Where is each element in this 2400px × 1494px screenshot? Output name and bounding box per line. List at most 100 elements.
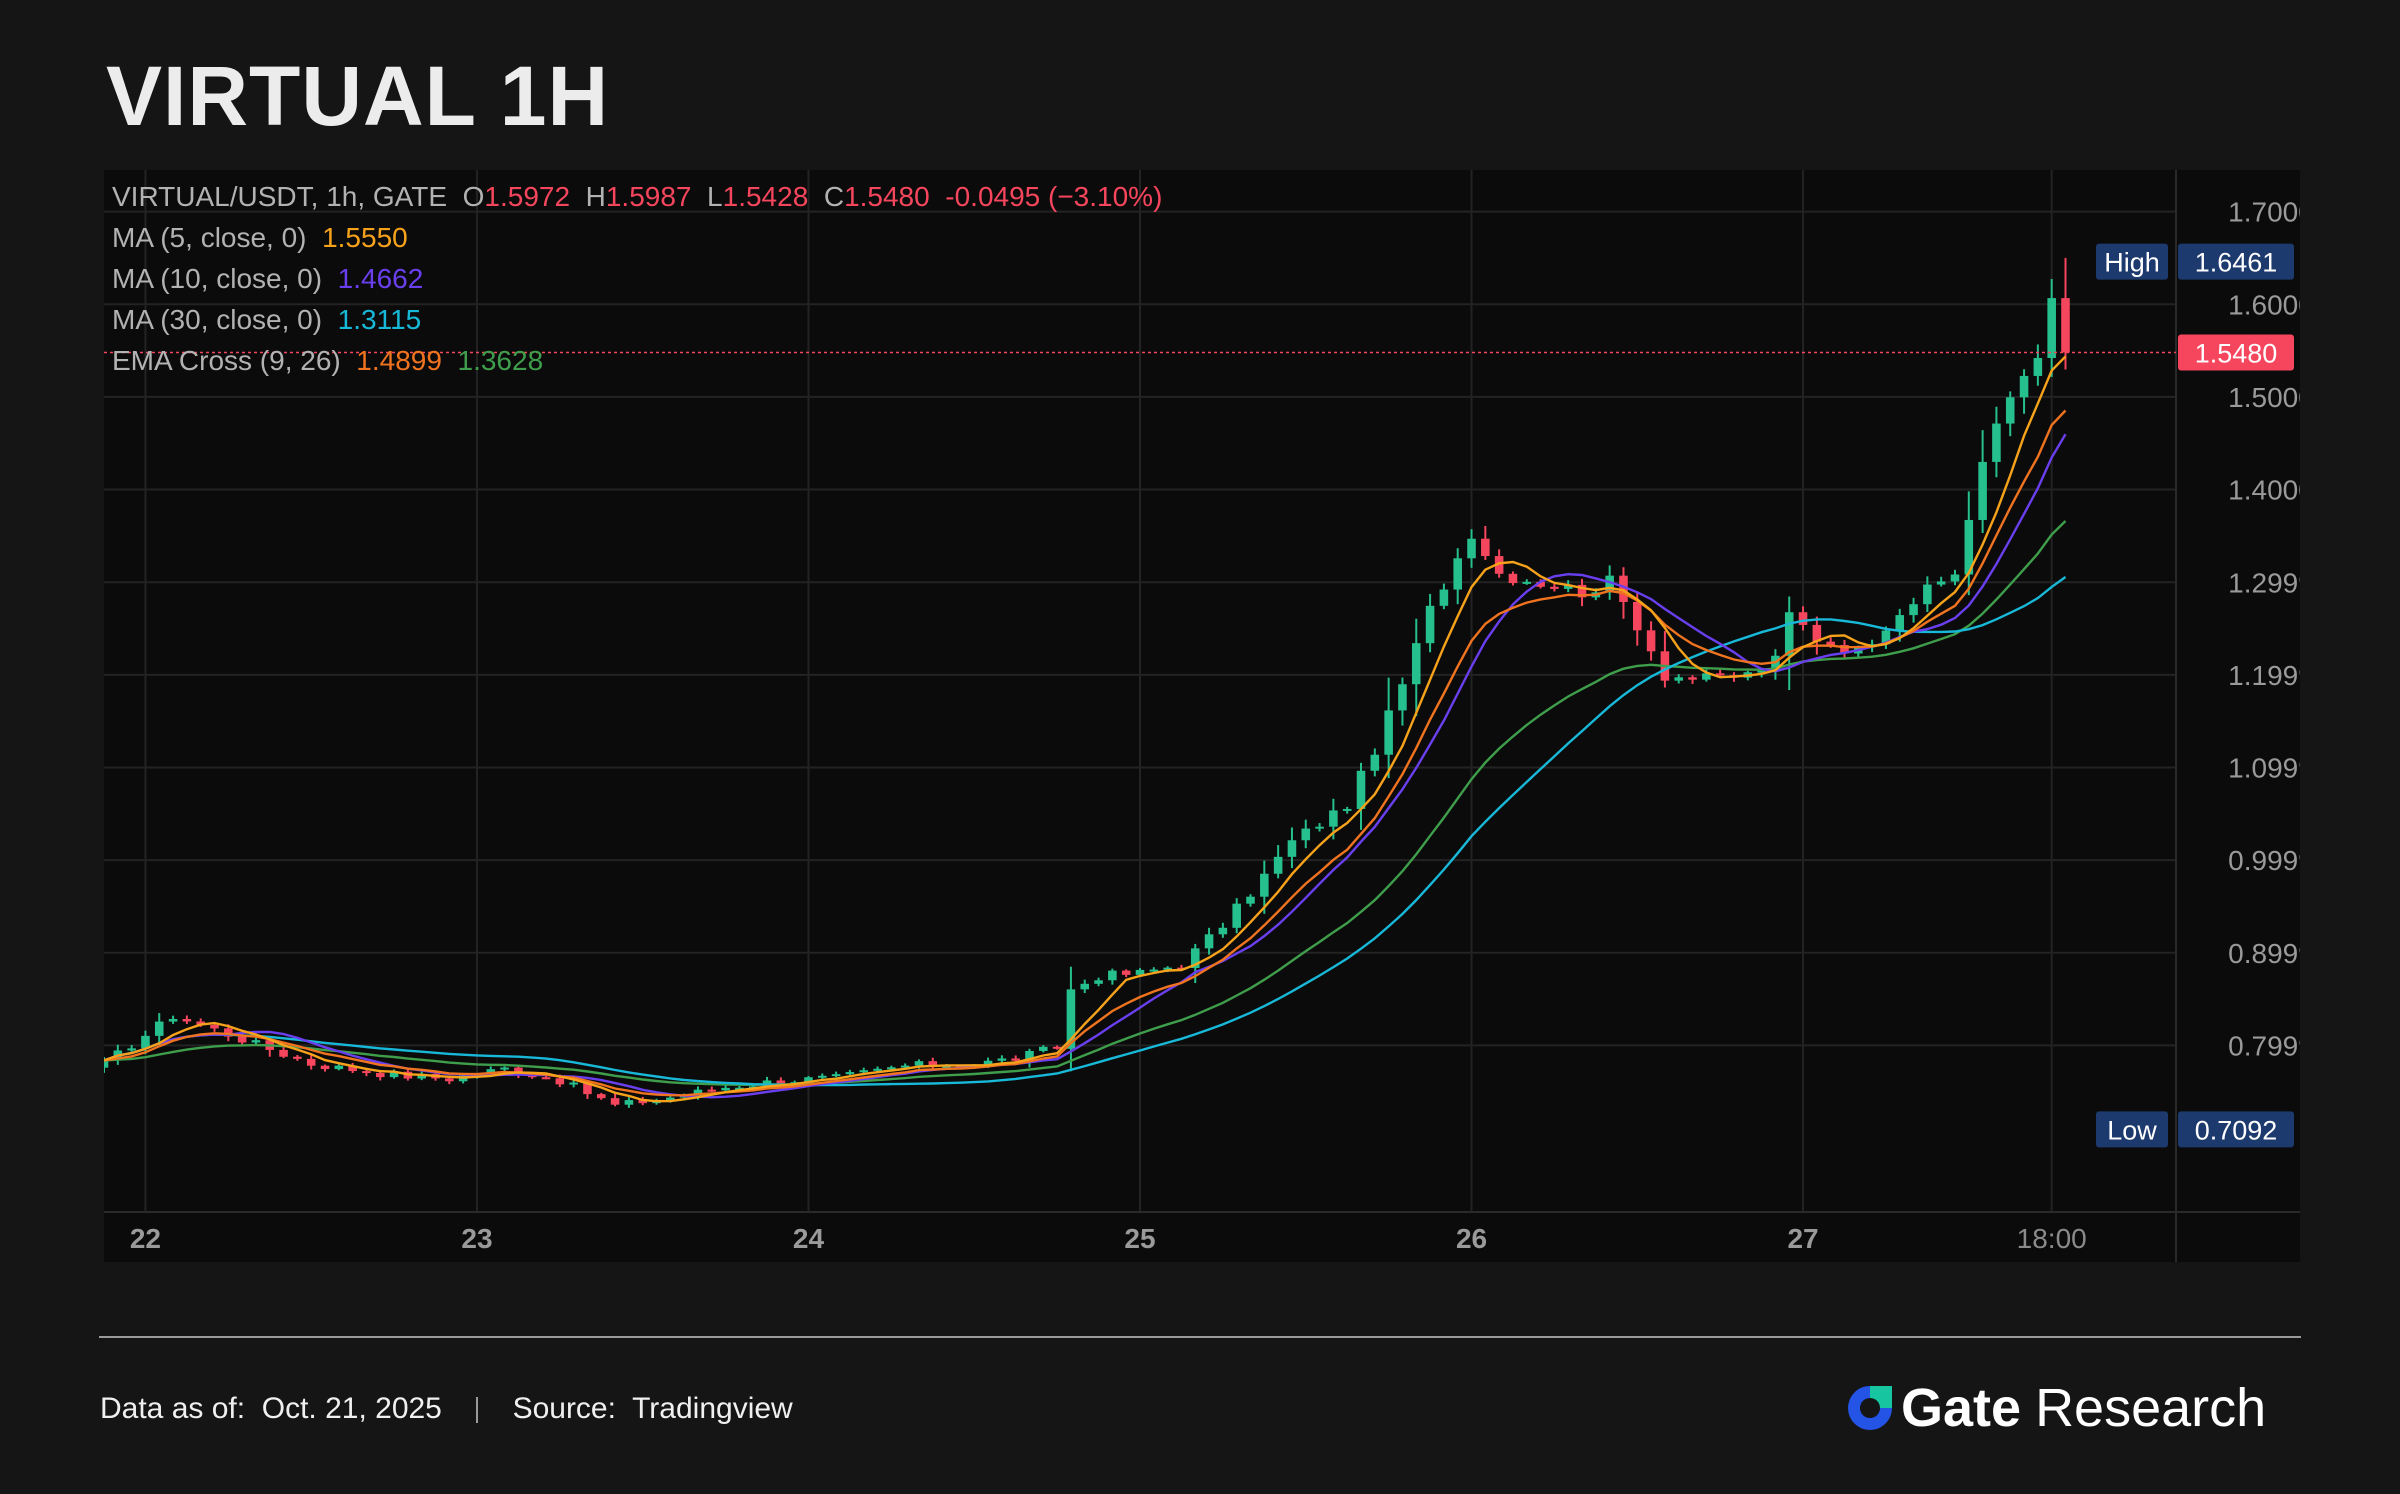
ma30-value: 1.3115 — [337, 304, 422, 335]
candle-up — [1370, 754, 1380, 771]
candle-up — [1066, 989, 1076, 1049]
candle-up — [1411, 643, 1421, 685]
candle-up — [845, 1072, 855, 1075]
candle-up — [1453, 558, 1462, 590]
candle-up — [1246, 896, 1255, 904]
candle-up — [1702, 673, 1711, 680]
candle-up — [1757, 670, 1766, 673]
candle-down — [1688, 677, 1697, 680]
y-tick-label: 1.6000 — [2228, 289, 2300, 320]
candle-down — [583, 1082, 592, 1095]
ma5-value: 1.5550 — [322, 222, 408, 253]
candle-down — [596, 1094, 606, 1099]
gate-logo-icon — [1848, 1386, 1892, 1430]
footer-separator — [476, 1397, 479, 1424]
source-value: Tradingview — [632, 1392, 793, 1425]
candle-up — [1108, 970, 1117, 981]
y-tick-label: 1.0999 — [2228, 753, 2300, 784]
candle-up — [389, 1071, 399, 1078]
x-tick-label: 22 — [130, 1223, 161, 1254]
candle-down — [182, 1018, 192, 1022]
low-badge-value-bg — [2178, 1111, 2294, 1148]
candle-up — [942, 1066, 951, 1069]
candle-down — [776, 1080, 786, 1085]
high-badge-value-bg — [2178, 243, 2294, 280]
candle-up — [1978, 461, 1987, 520]
candle-up — [1301, 828, 1311, 841]
source-label: Source: — [512, 1392, 616, 1425]
close-label: C — [823, 181, 845, 212]
candle-down — [1715, 673, 1725, 676]
candle-up — [1080, 983, 1090, 990]
ma5-line — [104, 355, 2067, 1103]
candle-up — [1039, 1046, 1048, 1051]
candle-up — [1329, 810, 1338, 827]
candle-down — [1632, 601, 1642, 631]
candle-down — [1577, 584, 1587, 598]
candle-up — [1936, 581, 1946, 585]
candle-up — [1992, 423, 2001, 462]
candle-up — [2047, 298, 2056, 359]
brand-name: Gate — [1901, 1378, 2022, 1438]
high-badge-label-bg — [2096, 243, 2168, 280]
ema-row: EMA Cross (9, 26) 1.4899 1.3628 — [112, 340, 1162, 381]
candle-down — [638, 1100, 648, 1104]
candle-up — [873, 1068, 882, 1071]
candle-up — [1315, 826, 1324, 829]
candle-up — [1273, 856, 1283, 874]
candle-up — [1784, 612, 1794, 656]
candle-up — [1204, 934, 1214, 949]
high-badge-value: 1.6461 — [2195, 248, 2278, 278]
candle-up — [417, 1073, 426, 1079]
y-tick-label: 0.9999 — [2228, 845, 2300, 876]
low-badge-label: Low — [2107, 1115, 2157, 1145]
candle-up — [666, 1097, 675, 1101]
candle-down — [375, 1072, 385, 1078]
candle-up — [1149, 969, 1159, 972]
ema9-line — [104, 409, 2067, 1097]
candle-down — [707, 1089, 717, 1092]
candle-down — [1826, 641, 1835, 645]
candle-down — [1840, 644, 1849, 654]
ma30-line — [104, 576, 2067, 1087]
candle-down — [224, 1028, 233, 1037]
y-tick-label: 1.1999 — [2228, 660, 2300, 691]
chart-canvas[interactable]: 1.7000 1.6000 1.5000 1.4000 1.2999 1.1999 1.09… — [104, 170, 2300, 1262]
candle-up — [1605, 575, 1614, 593]
candle-down — [541, 1077, 551, 1080]
brand-logo: Gate Research — [1845, 1378, 2266, 1438]
candle-up — [1909, 604, 1918, 616]
candle-down — [279, 1049, 288, 1057]
candle-up — [1135, 969, 1145, 975]
candle-down — [610, 1098, 620, 1105]
candle-down — [555, 1078, 565, 1085]
ma10-row: MA (10, close, 0) 1.4662 — [112, 258, 1162, 299]
candle-up — [1398, 684, 1407, 711]
candle-up — [997, 1058, 1007, 1061]
price-chart[interactable]: 1.7000 1.6000 1.5000 1.4000 1.2999 1.1999 1.09… — [104, 170, 2300, 1262]
candle-up — [804, 1077, 813, 1083]
candle-up — [1163, 967, 1172, 970]
candle-up — [624, 1100, 634, 1105]
open-value: 1.5972 — [484, 181, 571, 212]
ema-label: EMA Cross (9, 26) — [112, 345, 341, 376]
x-tick-label: 18:00 — [2017, 1223, 2087, 1254]
y-tick-label: 0.8999 — [2228, 938, 2300, 969]
data-as-of-label: Data as of: — [100, 1392, 246, 1425]
ma5-row: MA (5, close, 0) 1.5550 — [112, 217, 1162, 258]
candle-down — [293, 1056, 302, 1059]
candle-up — [1895, 615, 1905, 631]
candle-up — [1439, 589, 1449, 606]
ma10-label: MA (10, close, 0) — [112, 263, 323, 294]
candle-up — [900, 1065, 910, 1068]
candle-up — [2019, 375, 2029, 398]
data-as-of-date: Oct. 21, 2025 — [261, 1392, 442, 1425]
x-tick-label: 27 — [1787, 1223, 1818, 1254]
candle-down — [1619, 575, 1628, 602]
high-label: H — [585, 181, 606, 212]
candle-up — [693, 1089, 703, 1096]
ma10-value: 1.4662 — [337, 263, 424, 294]
x-tick-label: 25 — [1124, 1223, 1155, 1254]
candle-up — [914, 1061, 924, 1066]
candle-down — [1536, 581, 1545, 587]
